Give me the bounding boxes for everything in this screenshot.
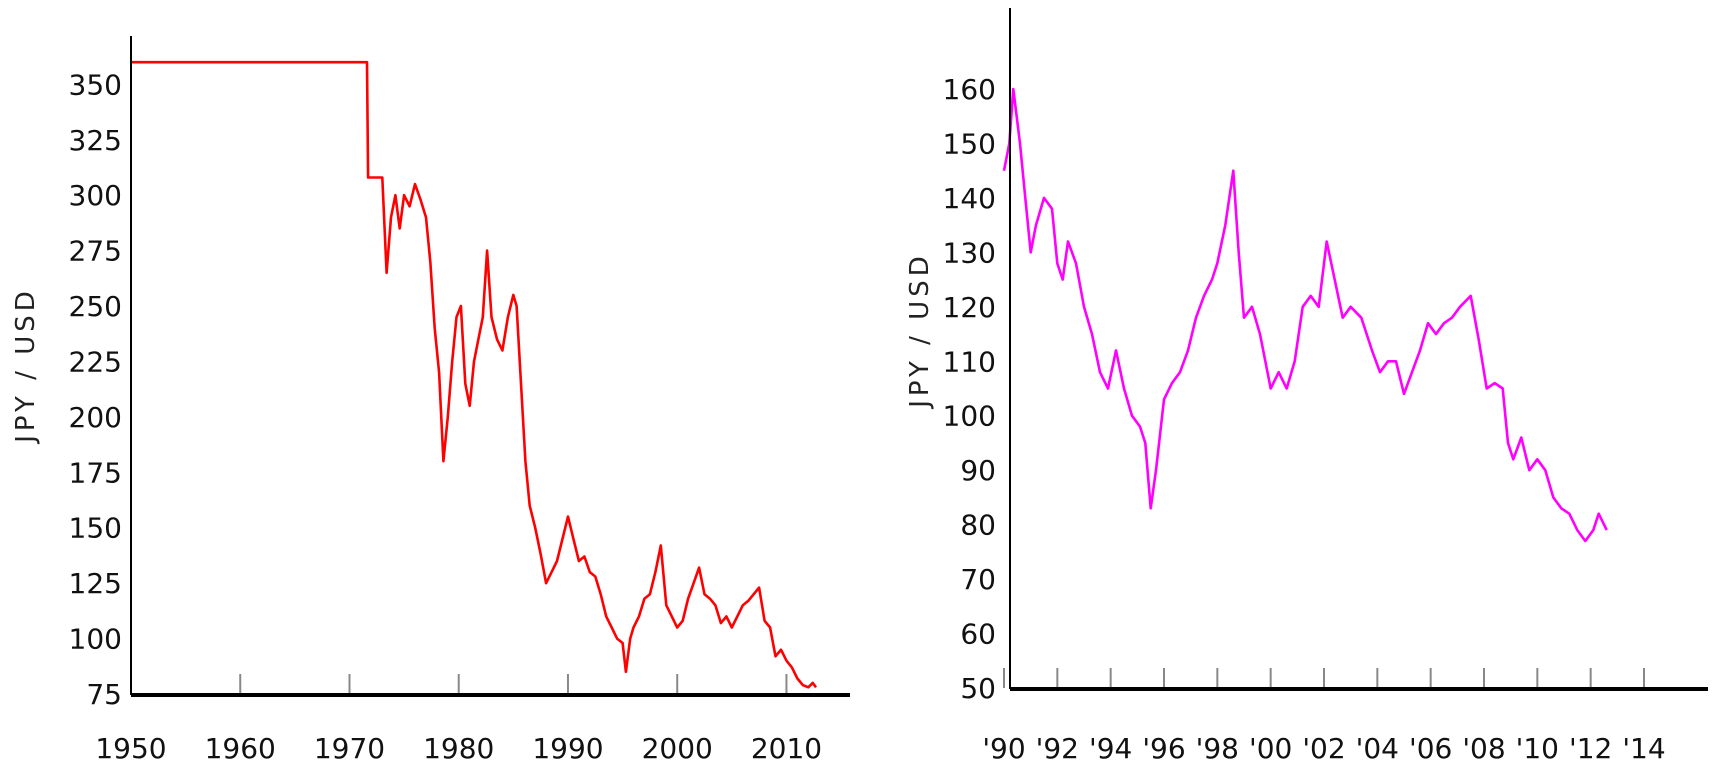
x-tick-label: 1960 — [205, 732, 276, 765]
y-tick-label: 80 — [960, 509, 996, 542]
y-tick-label: 140 — [943, 182, 996, 215]
y-axis-title: JPY / USD — [905, 252, 935, 410]
x-tick-label: '04 — [1356, 732, 1399, 765]
x-tick-label: 2010 — [751, 732, 822, 765]
y-tick-label: 225 — [69, 345, 122, 378]
chart-panel-since-1990: 50 60 70 80 90 100 110 120 130 140 150 160 '90 '92 '94… — [905, 8, 1708, 765]
y-tick-label: 60 — [960, 618, 996, 651]
y-tick-label: 150 — [943, 127, 996, 160]
x-tick-label: '98 — [1196, 732, 1239, 765]
x-tick-label: '02 — [1302, 732, 1345, 765]
y-tick-label: 160 — [943, 73, 996, 106]
x-tick-label: '00 — [1249, 732, 1292, 765]
x-tick-label: '10 — [1516, 732, 1559, 765]
series-line — [1004, 89, 1607, 541]
x-tick-label: '08 — [1462, 732, 1505, 765]
x-tick-label: '12 — [1569, 732, 1612, 765]
y-tick-label: 350 — [69, 68, 122, 101]
y-tick-label: 175 — [69, 456, 122, 489]
chart-panel-long-term: 75 100 125 150 175 200 225 250 275 300 325 350 1950 1… — [11, 36, 850, 765]
y-tick-label: 75 — [86, 678, 122, 711]
x-tick-label: 1980 — [423, 732, 494, 765]
x-tick-label: 1950 — [95, 732, 166, 765]
x-tick-label: 2000 — [642, 732, 713, 765]
y-axis-title: JPY / USD — [11, 287, 41, 445]
y-tick-label: 50 — [960, 672, 996, 705]
y-tick-label: 100 — [69, 623, 122, 656]
x-tick-label: '92 — [1036, 732, 1079, 765]
x-tick-label: 1990 — [532, 732, 603, 765]
y-tick-label: 120 — [943, 291, 996, 324]
x-tick-label: '90 — [982, 732, 1025, 765]
y-tick-label: 90 — [960, 454, 996, 487]
x-tick-label: '06 — [1409, 732, 1452, 765]
y-tick-label: 200 — [69, 401, 122, 434]
series-line — [131, 62, 816, 687]
x-tick-label: 1970 — [314, 732, 385, 765]
x-tick-label: '14 — [1622, 732, 1665, 765]
y-tick-label: 325 — [69, 124, 122, 157]
y-tick-label: 275 — [69, 235, 122, 268]
y-tick-label: 130 — [943, 236, 996, 269]
y-tick-label: 70 — [960, 563, 996, 596]
y-tick-label: 110 — [943, 345, 996, 378]
y-tick-label: 100 — [943, 400, 996, 433]
x-tick-label: '96 — [1142, 732, 1185, 765]
y-tick-label: 150 — [69, 512, 122, 545]
y-tick-label: 300 — [69, 179, 122, 212]
y-tick-label: 250 — [69, 290, 122, 323]
x-tick-label: '94 — [1089, 732, 1132, 765]
y-tick-label: 125 — [69, 567, 122, 600]
